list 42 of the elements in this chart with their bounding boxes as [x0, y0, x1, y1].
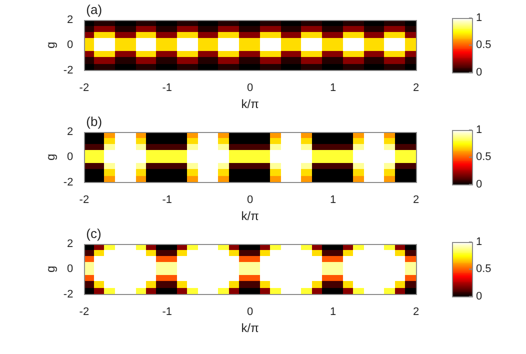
y-tick-label: -2: [63, 288, 74, 300]
color-bar-label: 0.5: [476, 151, 492, 164]
color-bar-label: 1: [476, 12, 482, 24]
x-axis-title: k/π: [241, 97, 259, 112]
x-tick-label: 2: [412, 82, 420, 94]
x-tick-label: -2: [79, 194, 90, 206]
x-tick-label: 2: [412, 306, 420, 318]
y-tick-label: 0: [67, 39, 74, 52]
y-tick-label: 0: [67, 151, 74, 164]
x-tick-label: -2: [79, 82, 90, 94]
x-tick-label: -1: [162, 306, 172, 318]
color-bar-label: 0.5: [476, 263, 492, 276]
color-bar-label: 1: [476, 236, 482, 248]
chart-title: (c): [86, 226, 102, 242]
color-bar-label: 1: [476, 124, 482, 136]
chart-title: (b): [86, 114, 102, 130]
color-bar-label: 0: [476, 66, 482, 78]
color-bar-label: 0: [476, 178, 482, 190]
color-bar-label: 0: [476, 290, 482, 302]
y-tick-label: 2: [67, 14, 74, 26]
x-tick-label: 1: [330, 306, 336, 318]
x-tick-label: 2: [412, 194, 420, 206]
x-tick-label: -2: [79, 306, 90, 318]
x-tick-label: 0: [247, 194, 254, 206]
x-axis-title: k/π: [241, 209, 259, 224]
x-tick-label: -1: [162, 82, 172, 94]
x-tick-label: 0: [247, 82, 254, 94]
y-tick-label: 0: [67, 263, 74, 276]
color-bar-label: 0.5: [476, 39, 492, 52]
y-axis-title: g: [44, 154, 58, 161]
x-axis-title: k/π: [241, 321, 259, 336]
y-tick-label: 2: [67, 126, 74, 138]
chart-title: (a): [86, 2, 102, 18]
y-tick-label: -2: [63, 176, 74, 188]
y-tick-label: -2: [63, 64, 74, 76]
x-tick-label: 1: [330, 82, 336, 94]
y-tick-label: 2: [67, 238, 74, 250]
x-tick-label: 0: [247, 306, 254, 318]
y-axis-title: g: [44, 42, 58, 49]
x-tick-label: -1: [162, 194, 172, 206]
y-axis-title: g: [44, 266, 58, 273]
x-tick-label: 1: [330, 194, 336, 206]
